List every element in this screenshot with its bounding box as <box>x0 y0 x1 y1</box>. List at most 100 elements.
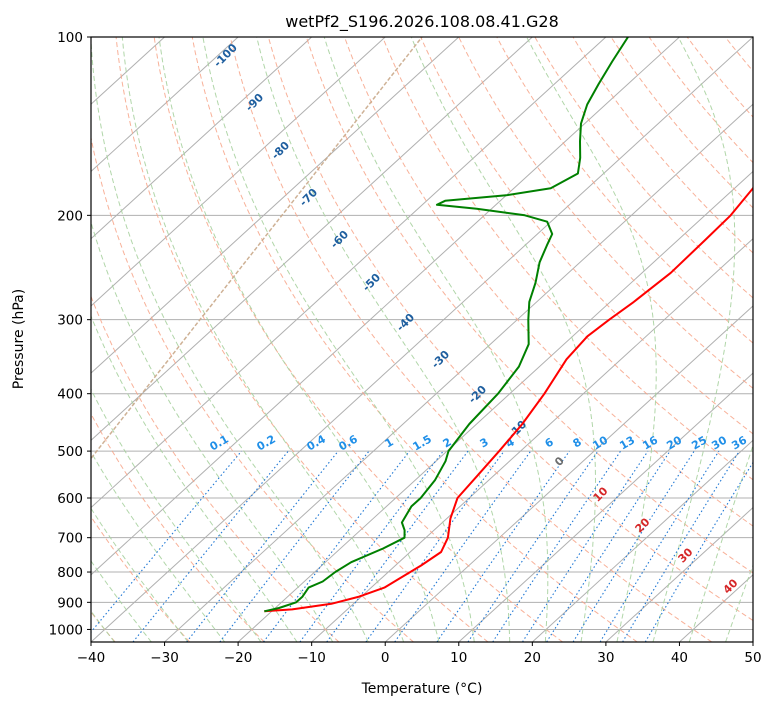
dry-adiabat-90 <box>420 37 753 435</box>
dry-adiabat-120 <box>534 37 753 299</box>
moist-adiabat-lines <box>91 37 753 642</box>
y-axis-ticks: 1000 900 800 700 600 500 400 300 200 100 <box>49 30 91 638</box>
x-axis-ticks: −40 −30 −20 −10 0 10 20 30 40 50 <box>77 642 762 666</box>
mixing-ratio-line-4 <box>394 450 532 642</box>
isotherm--80 <box>91 37 460 374</box>
y-tick-label-1000: 1000 <box>49 622 83 638</box>
dry-adiabat-30 <box>191 37 638 642</box>
mixing-ratio-label-6: 6 <box>543 435 556 450</box>
moist-adiabat-20 <box>323 37 549 642</box>
isotherm--20 <box>237 170 753 642</box>
dry-adiabat-80 <box>382 37 753 481</box>
mixing-ratio-label-25: 25 <box>689 434 709 453</box>
temperature-profile <box>264 186 753 613</box>
x-axis-label: Temperature (°C) <box>361 681 483 697</box>
dewpoint-profile <box>264 37 629 613</box>
mixing-ratio-label-16: 16 <box>640 433 660 452</box>
y-tick-label-600: 600 <box>57 491 83 507</box>
x-tick-label-20: 20 <box>524 650 541 666</box>
dry-adiabat-10 <box>115 37 489 642</box>
mixing-ratio-label-1.5: 1.5 <box>411 432 434 453</box>
moist-adiabat-10 <box>202 37 475 642</box>
dry-adiabat-label--70: -70 <box>297 186 320 209</box>
x-tick-label-0: 0 <box>381 650 390 666</box>
mixing-ratio-label-20: 20 <box>664 433 684 452</box>
dry-adiabat-110 <box>496 37 753 344</box>
isotherm--90 <box>91 37 386 307</box>
moist-adiabat--30 <box>91 507 189 642</box>
mixing-ratio-label-36: 36 <box>729 433 749 452</box>
dry-adiabat-130 <box>572 37 753 254</box>
x-tick-label--20: −20 <box>224 650 253 666</box>
mixing-ratio-lines <box>91 450 753 642</box>
y-tick-label-400: 400 <box>57 387 83 403</box>
moist-adiabat-label-0: 0 <box>552 454 567 469</box>
isotherm-0 <box>384 305 753 642</box>
moist-adiabat-label-10: 10 <box>591 484 611 504</box>
moist-adiabat--5 <box>91 37 369 642</box>
x-tick-label-10: 10 <box>450 650 467 666</box>
moist-adiabat-15 <box>256 37 511 642</box>
dry-adiabat-lines <box>91 37 753 642</box>
dry-adiabat-label--50: -50 <box>360 271 383 294</box>
mixing-ratio-label-0.2: 0.2 <box>255 432 278 453</box>
dry-adiabat-label--30: -30 <box>429 348 452 371</box>
moist-adiabat-45 <box>725 563 753 642</box>
mixing-ratio-line-0.4 <box>186 450 339 642</box>
mixing-ratio-line-20 <box>572 450 695 642</box>
dry-adiabat-label--60: -60 <box>328 228 351 251</box>
dry-adiabat-label--40: -40 <box>394 311 417 334</box>
isotherm--40 <box>91 37 753 642</box>
dry-adiabat-160 <box>686 37 753 118</box>
mixing-ratio-line-2 <box>326 450 469 642</box>
y-tick-label-200: 200 <box>57 208 83 224</box>
isotherm--60 <box>91 37 607 509</box>
dry-adiabat-label--100: -100 <box>211 41 240 70</box>
mixing-ratio-line-8 <box>467 450 599 642</box>
dry-adiabat-140 <box>610 37 753 209</box>
mixing-ratio-line-0.2 <box>132 450 289 642</box>
x-tick-label--10: −10 <box>297 650 326 666</box>
moist-adiabat-35 <box>652 37 736 642</box>
mixing-ratio-label-3: 3 <box>478 435 491 450</box>
mixing-ratio-label-30: 30 <box>709 433 729 452</box>
saturation-curve <box>91 37 423 460</box>
mixing-ratio-label-1: 1 <box>383 435 396 450</box>
mixing-ratio-label-13: 13 <box>617 434 637 453</box>
isotherm--30 <box>164 103 753 642</box>
mixing-ratio-line-36 <box>644 461 753 642</box>
y-tick-label-700: 700 <box>57 531 83 547</box>
mixing-ratio-label-8: 8 <box>571 435 584 450</box>
isotherm--100 <box>91 37 313 240</box>
moist-adiabat-40 <box>688 443 753 642</box>
isotherm--70 <box>91 37 533 442</box>
sounding-series <box>264 37 753 613</box>
dry-adiabat-100 <box>458 37 753 389</box>
y-tick-label-800: 800 <box>57 565 83 581</box>
mixing-ratio-label-0.4: 0.4 <box>305 432 329 453</box>
moist-adiabat-25 <box>410 37 596 642</box>
dry-adiabat-170 <box>724 37 753 72</box>
chart-title: wetPf2_S196.2026.108.08.41.G28 <box>285 12 559 32</box>
moist-adiabat-5 <box>158 37 440 642</box>
moist-adiabat-label-40: 40 <box>721 576 741 596</box>
moist-adiabat-label-20: 20 <box>633 515 653 535</box>
background-grid <box>91 37 753 630</box>
isotherm-50 <box>752 641 753 642</box>
mixing-ratio-line-1 <box>263 450 410 642</box>
dry-adiabat-50 <box>267 37 753 622</box>
mixing-ratio-line-6 <box>436 450 570 642</box>
moist-adiabat--10 <box>91 220 334 642</box>
x-tick-label--30: −30 <box>150 650 179 666</box>
mixing-ratio-line-10 <box>492 450 622 642</box>
saturation-dashed-curve <box>91 37 423 460</box>
x-tick-label-30: 30 <box>597 650 614 666</box>
dry-adiabat-40 <box>229 37 713 642</box>
dry-adiabat--10 <box>91 295 340 642</box>
y-tick-label-300: 300 <box>57 313 83 329</box>
mixing-ratio-line-30 <box>622 450 740 642</box>
dry-adiabat-60 <box>305 37 753 574</box>
plot-frame <box>90 36 754 643</box>
dry-adiabat-150 <box>648 37 753 164</box>
